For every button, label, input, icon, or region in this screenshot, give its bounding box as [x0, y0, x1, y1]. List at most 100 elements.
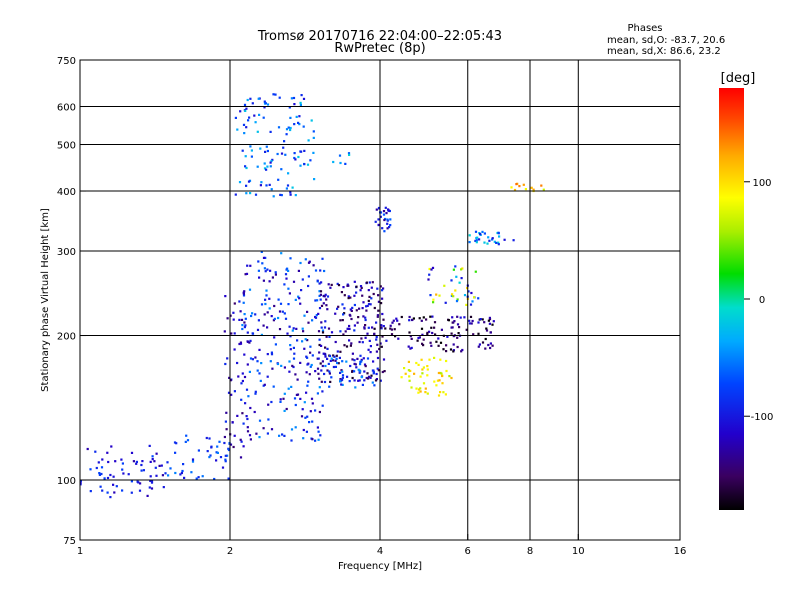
data-point	[135, 460, 138, 463]
data-point	[278, 434, 281, 437]
data-point	[350, 317, 353, 321]
data-point	[488, 316, 491, 319]
data-point	[408, 319, 411, 322]
data-point	[318, 307, 322, 310]
data-point	[372, 360, 375, 363]
colorbar-ticks: 100 0 -100	[744, 178, 773, 423]
data-point	[251, 358, 254, 361]
data-point	[409, 369, 412, 372]
data-point	[232, 318, 235, 321]
data-point	[489, 346, 492, 350]
data-point	[258, 436, 261, 439]
data-point	[229, 443, 233, 446]
data-point	[384, 327, 387, 330]
data-point	[328, 385, 331, 388]
data-point	[488, 239, 491, 242]
data-point	[452, 268, 455, 271]
data-point	[310, 119, 313, 122]
data-point	[294, 298, 297, 301]
data-point	[346, 327, 349, 330]
data-point	[106, 491, 109, 494]
data-point	[403, 367, 406, 370]
data-point	[347, 295, 350, 298]
data-point	[279, 400, 282, 403]
data-point	[440, 328, 443, 331]
data-point	[249, 438, 252, 441]
data-point	[89, 468, 92, 471]
data-point	[223, 435, 226, 439]
data-point	[274, 343, 277, 346]
data-point	[359, 285, 363, 288]
data-point	[445, 359, 448, 363]
data-point	[492, 320, 495, 323]
data-point	[452, 295, 455, 298]
data-point	[353, 359, 356, 362]
data-point	[259, 147, 262, 150]
data-point	[241, 327, 244, 331]
data-point	[360, 286, 363, 289]
data-point	[299, 397, 302, 400]
data-point	[322, 294, 326, 298]
data-point	[343, 312, 346, 315]
y-tick-label: 75	[63, 536, 76, 547]
data-point	[240, 440, 243, 443]
data-point	[321, 329, 325, 332]
data-point	[291, 364, 294, 367]
data-point	[284, 317, 288, 320]
data-point	[283, 392, 286, 395]
data-point	[378, 207, 381, 210]
data-point	[173, 441, 177, 444]
data-point	[381, 297, 384, 300]
data-point	[260, 303, 264, 306]
data-point	[433, 321, 437, 324]
data-point	[465, 328, 468, 331]
data-point	[246, 264, 249, 267]
data-point	[317, 372, 320, 375]
data-point	[489, 331, 492, 334]
data-point	[318, 294, 321, 297]
data-point	[299, 261, 302, 265]
data-point	[340, 383, 343, 386]
data-point	[422, 316, 425, 319]
data-point	[489, 342, 492, 345]
data-point	[417, 391, 420, 394]
data-point	[154, 466, 157, 469]
data-point	[302, 428, 305, 432]
data-point	[439, 341, 443, 344]
data-point	[426, 331, 429, 334]
data-point	[316, 279, 319, 282]
data-point	[174, 471, 177, 475]
data-point	[341, 383, 344, 386]
data-point	[201, 475, 204, 478]
data-point	[254, 356, 257, 359]
y-tick-label: 100	[57, 476, 76, 487]
data-point	[286, 267, 289, 270]
data-point	[300, 289, 303, 292]
data-point	[408, 331, 411, 334]
data-point	[293, 352, 296, 355]
data-point	[321, 364, 324, 368]
data-point	[213, 477, 216, 481]
data-point	[410, 386, 413, 389]
data-point	[316, 392, 319, 395]
data-point	[344, 162, 347, 165]
data-point	[113, 491, 116, 494]
data-point	[112, 483, 115, 486]
data-point	[378, 347, 381, 351]
data-point	[428, 358, 431, 361]
data-point	[485, 329, 489, 332]
data-point	[263, 383, 266, 386]
data-point	[324, 364, 327, 368]
data-point	[268, 297, 271, 300]
data-point	[215, 451, 218, 454]
data-point	[272, 385, 275, 388]
data-point	[341, 376, 344, 379]
data-point	[376, 356, 380, 360]
data-point	[328, 370, 331, 373]
data-point	[298, 123, 301, 126]
phases-heading: Phases	[627, 23, 662, 34]
data-point	[140, 469, 143, 472]
data-point	[299, 302, 302, 305]
data-point	[295, 115, 298, 118]
data-point	[437, 394, 441, 397]
